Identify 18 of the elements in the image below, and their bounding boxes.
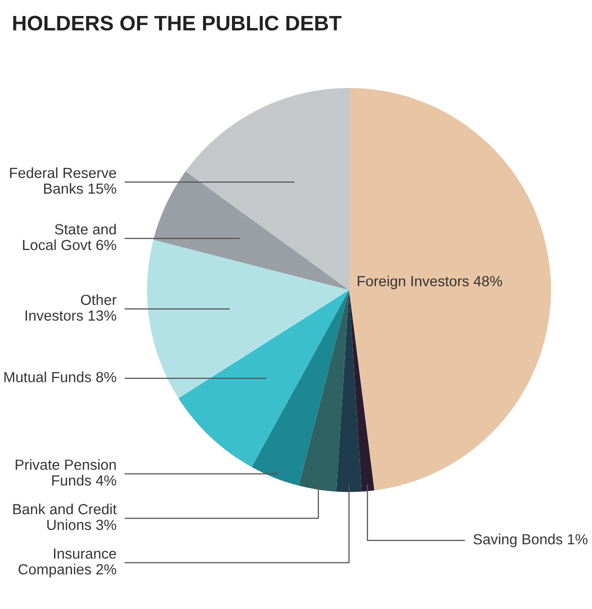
slice-label: Other Investors 13% (26, 294, 116, 321)
chart-title: HOLDERS OF THE PUBLIC DEBT (13, 16, 342, 31)
slice-label: State and Local Govt 6% (23, 224, 116, 250)
slice-label: Federal Reserve Banks 15% (10, 167, 116, 194)
slice-label: Private Pension Funds 4% (16, 459, 116, 486)
pie-slice (178, 290, 349, 468)
pie-slice (153, 171, 349, 290)
slice-label: Bank and Credit Unions 3% (13, 504, 117, 530)
pie-slice (186, 88, 349, 290)
pie-slice (147, 240, 349, 398)
pie-slice (349, 290, 374, 492)
pie-slice (349, 88, 551, 490)
slice-label: Insurance Companies 2% (18, 548, 116, 578)
pie-slice (298, 290, 349, 492)
slice-label: Mutual Funds 8% (4, 372, 116, 382)
slice-label: Foreign Investors 48% (358, 276, 502, 290)
pie-slice (252, 290, 349, 486)
slice-label: Saving Bonds 1% (474, 534, 588, 548)
